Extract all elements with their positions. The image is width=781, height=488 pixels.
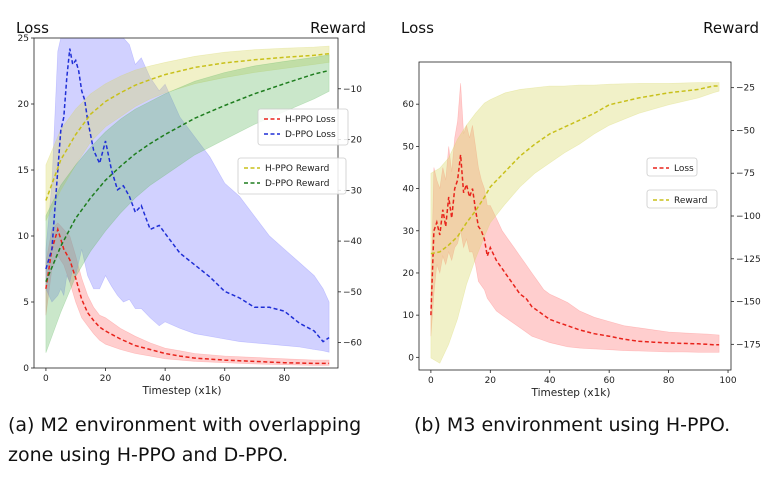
left-axis-title: Loss (16, 19, 49, 37)
line-h-ppo-reward (45, 52, 330, 201)
line-d-ppo-reward (45, 69, 330, 282)
y-left-tick-label: 0 (408, 353, 414, 363)
legend-label-reward: Reward (674, 196, 708, 206)
y-left-tick-label: 15 (18, 166, 29, 176)
x-tick-label: 40 (544, 376, 556, 386)
legend-label-d-ppo-loss: D-PPO Loss (285, 130, 336, 140)
right-axis-title: Reward (703, 19, 759, 37)
y-right-tick-label: −175 (736, 340, 761, 350)
y-left-tick-label: 20 (403, 269, 415, 279)
y-left-tick-label: 10 (18, 232, 30, 242)
y-right-tick-label: −150 (736, 298, 761, 308)
x-tick-label: 20 (485, 376, 497, 386)
right-axis-title: Reward (310, 19, 366, 37)
legend-2: Reward (646, 189, 718, 209)
legend-box (646, 157, 698, 177)
y-right-tick-label: −30 (343, 186, 362, 196)
x-tick-label: 80 (279, 374, 291, 384)
band-h-ppo-loss (45, 222, 330, 366)
plot-frame (33, 37, 339, 369)
y-left-tick-label: 10 (403, 311, 415, 321)
x-tick-label: 20 (100, 374, 112, 384)
y-right-tick-label: −60 (343, 339, 362, 349)
y-left-tick-label: 25 (18, 34, 29, 44)
x-tick-label: 40 (159, 374, 171, 384)
legend-2: H-PPO Reward D-PPO Reward (237, 157, 347, 195)
band-d-ppo-reward (45, 54, 330, 353)
legend-label-h-ppo-reward: H-PPO Reward (265, 164, 329, 174)
band-loss (430, 83, 720, 353)
line-loss (430, 154, 720, 346)
band-reward (430, 82, 720, 364)
y-left-tick-label: 5 (23, 298, 29, 308)
caption-b: (b) M3 environment using H-PPO. (414, 414, 731, 436)
legend-1: H-PPO Loss D-PPO Loss (257, 108, 349, 146)
legend-label-h-ppo-loss: H-PPO Loss (285, 115, 336, 125)
x-axis-label: Timestep (x1k) (142, 385, 222, 397)
x-tick-label: 60 (603, 376, 615, 386)
y-left-tick-label: 40 (403, 185, 415, 195)
legend-1: Loss (646, 157, 698, 177)
legend-box (646, 189, 718, 209)
line-reward (430, 85, 720, 255)
x-tick-label: 100 (719, 376, 736, 386)
x-tick-label: 0 (43, 374, 49, 384)
y-right-tick-label: −25 (736, 84, 755, 94)
y-left-tick-label: 60 (403, 100, 415, 110)
y-right-tick-label: −20 (343, 136, 362, 146)
y-right-tick-label: −10 (343, 85, 362, 95)
chart-a: Loss Reward 0 20 40 60 80 Timestep (x1k) 0 5 10 15 2… (16, 19, 366, 397)
line-h-ppo-loss (45, 226, 330, 365)
legend-label-d-ppo-reward: D-PPO Reward (265, 179, 330, 189)
band-h-ppo-reward (45, 45, 330, 221)
x-axis-label: Timestep (x1k) (531, 387, 611, 399)
legend-box (237, 157, 347, 195)
caption-a: (a) M2 environment with overlapping zone… (8, 414, 362, 466)
x-tick-label: 60 (219, 374, 231, 384)
y-left-tick-label: 0 (23, 364, 29, 374)
band-d-ppo-loss (45, 38, 330, 353)
x-tick-label: 0 (428, 376, 434, 386)
legend-label-loss: Loss (674, 164, 694, 174)
y-left-tick-label: 30 (403, 227, 415, 237)
legend-box (257, 108, 349, 146)
y-left-tick-label: 50 (403, 142, 415, 152)
y-right-tick-label: −40 (343, 237, 362, 247)
y-right-tick-label: −50 (343, 288, 362, 298)
y-left-tick-label: 20 (18, 100, 30, 110)
y-right-tick-label: −50 (736, 126, 755, 136)
x-tick-label: 80 (663, 376, 675, 386)
y-right-tick-label: −100 (736, 212, 761, 222)
y-right-tick-label: −75 (736, 169, 755, 179)
line-d-ppo-loss (45, 48, 330, 343)
left-axis-title: Loss (401, 19, 434, 37)
y-right-tick-label: −125 (736, 255, 761, 265)
chart-b: Loss Reward 0 20 40 60 80 100 Timestep (x1k) 0 10 2… (401, 19, 761, 399)
